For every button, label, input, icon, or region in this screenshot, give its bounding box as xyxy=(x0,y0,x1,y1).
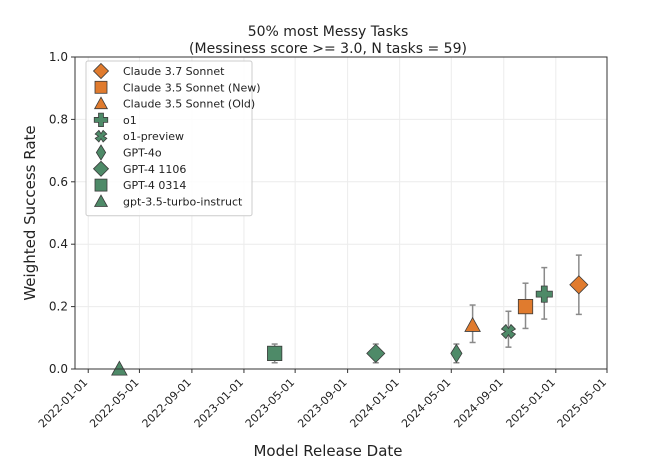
point-claude-3-7-sonnet xyxy=(569,254,589,316)
x-tick-label: 2025-01-01 xyxy=(504,376,558,430)
point-o1 xyxy=(535,266,553,320)
y-tick-label: 0.8 xyxy=(49,112,68,126)
x-tick-label: 2022-09-01 xyxy=(140,376,194,430)
point-claude-3-5-sonnet-old xyxy=(464,304,481,344)
marker-gpt-4-1106 xyxy=(366,343,386,363)
x-tick-label: 2022-01-01 xyxy=(36,376,90,430)
y-tick-label: 0.2 xyxy=(49,300,68,314)
marker-gpt-4-0314 xyxy=(267,345,283,362)
legend-label-gpt-4-1106: GPT-4 1106 xyxy=(123,163,186,176)
legend-marker-gpt-4-0314 xyxy=(94,178,108,192)
point-gpt-4-0314 xyxy=(267,343,283,364)
x-tick-label: 2025-05-01 xyxy=(555,376,609,430)
y-tick-label: 0.6 xyxy=(49,175,68,189)
marker-o1 xyxy=(535,285,553,303)
legend-label-gpt-4-0314: GPT-4 0314 xyxy=(123,179,186,192)
plot-frame xyxy=(74,56,608,370)
x-axis-ticks: 2022-01-012022-05-012022-09-012023-01-01… xyxy=(36,369,609,430)
point-gpt-3-5-turbo-instruct xyxy=(111,360,128,376)
legend-marker-gpt-4o xyxy=(95,144,107,161)
x-tick-label: 2022-05-01 xyxy=(87,376,141,430)
y-axis-ticks: 0.0 0.2 0.4 0.6 0.8 1.0 xyxy=(49,50,75,376)
chart-title: 50% most Messy Tasks xyxy=(248,24,409,40)
y-axis-label: Weighted Success Rate xyxy=(21,125,39,300)
legend-label-claude-3-7-sonnet: Claude 3.7 Sonnet xyxy=(123,65,225,78)
point-gpt-4o xyxy=(450,343,463,364)
point-claude-3-5-sonnet-new xyxy=(517,282,534,330)
legend-marker-gpt-4-1106 xyxy=(92,160,110,177)
y-tick-label: 0.0 xyxy=(49,362,68,376)
marker-gpt-3-5-turbo-instruct xyxy=(111,360,128,376)
legend-label-claude-3-5-sonnet-old: Claude 3.5 Sonnet (Old) xyxy=(123,98,255,111)
x-tick-label: 2023-09-01 xyxy=(295,376,349,430)
x-tick-label: 2023-05-01 xyxy=(243,376,297,430)
legend-marker-claude-3-7-sonnet xyxy=(92,62,110,80)
legend-box xyxy=(85,60,253,217)
legend-marker-claude-3-5-sonnet-new xyxy=(94,80,108,94)
x-tick-label: 2023-01-01 xyxy=(192,376,246,430)
marker-claude-3-5-sonnet-old xyxy=(464,316,481,332)
legend-label-o1: o1 xyxy=(123,114,137,127)
y-tick-label: 0.4 xyxy=(49,237,68,251)
legend-label-gpt-4o: GPT-4o xyxy=(123,147,162,160)
x-tick-label: 2024-09-01 xyxy=(451,376,505,430)
legend-marker-gpt-3-5-turbo-instruct xyxy=(93,194,109,207)
chart-subtitle: (Messiness score >= 3.0, N tasks = 59) xyxy=(189,41,467,57)
data-marks xyxy=(111,254,589,376)
legend-marker-o1-preview xyxy=(94,129,108,143)
point-o1-preview xyxy=(500,310,517,348)
marker-claude-3-7-sonnet xyxy=(569,275,589,295)
marker-gpt-4o xyxy=(450,343,463,364)
x-axis-label: Model Release Date xyxy=(253,442,402,460)
marker-claude-3-5-sonnet-new xyxy=(517,298,534,315)
marker-o1-preview xyxy=(500,323,517,340)
y-tick-label: 1.0 xyxy=(49,50,68,64)
legend-label-gpt-3-5-turbo-instruct: gpt-3.5-turbo-instruct xyxy=(123,195,243,208)
x-tick-label: 2024-05-01 xyxy=(399,376,453,430)
legend: Claude 3.7 Sonnet Claude 3.5 Sonnet (New)… xyxy=(85,60,261,217)
legend-label-o1-preview: o1-preview xyxy=(123,130,184,143)
legend-label-claude-3-5-sonnet-new: Claude 3.5 Sonnet (New) xyxy=(123,81,261,94)
legend-marker-claude-3-5-sonnet-old xyxy=(93,96,109,110)
x-tick-label: 2024-01-01 xyxy=(347,376,401,430)
legend-marker-o1 xyxy=(93,112,109,128)
point-gpt-4-1106 xyxy=(366,343,386,364)
